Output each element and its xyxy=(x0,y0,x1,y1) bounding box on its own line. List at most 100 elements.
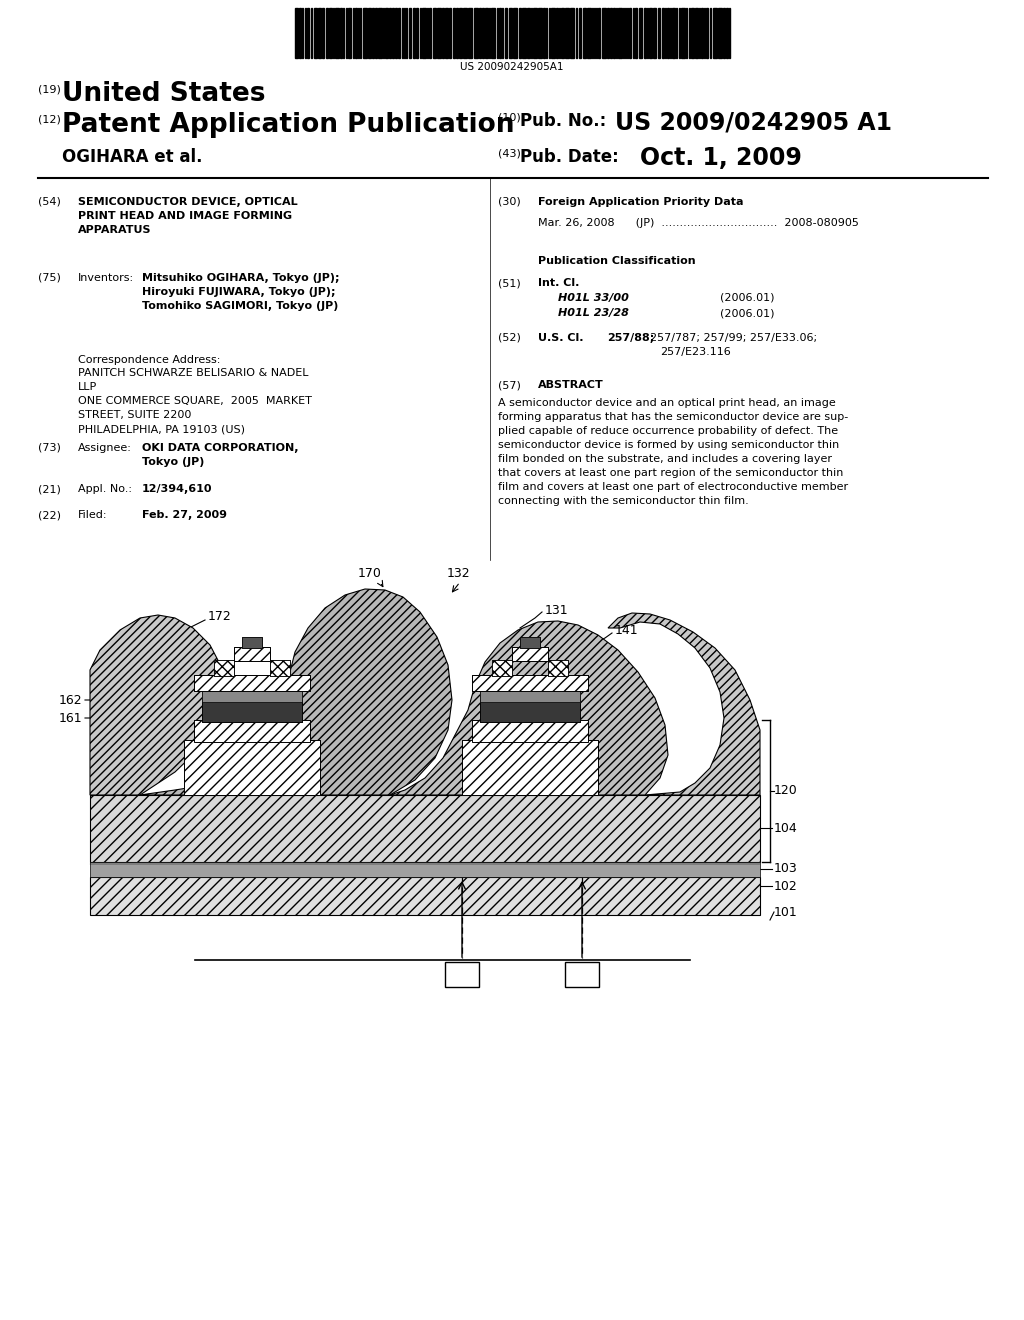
Bar xyxy=(270,660,290,676)
Bar xyxy=(543,8,545,58)
Bar xyxy=(314,8,317,58)
Bar xyxy=(335,8,339,58)
Bar xyxy=(520,638,540,648)
Bar xyxy=(538,8,542,58)
Bar xyxy=(234,647,270,661)
Text: 102: 102 xyxy=(774,879,798,892)
Text: 131: 131 xyxy=(545,603,568,616)
Bar xyxy=(570,8,574,58)
Bar xyxy=(658,8,660,58)
Bar xyxy=(512,647,548,661)
Bar xyxy=(579,8,581,58)
Bar xyxy=(429,8,431,58)
Bar xyxy=(512,647,548,661)
Bar xyxy=(565,8,569,58)
Text: Assignee:: Assignee: xyxy=(78,444,132,453)
Text: Publication Classification: Publication Classification xyxy=(538,256,695,267)
Bar xyxy=(522,8,526,58)
Bar xyxy=(480,700,580,722)
Bar xyxy=(398,8,400,58)
Text: PANITCH SCHWARZE BELISARIO & NADEL
LLP
ONE COMMERCE SQUARE,  2005  MARKET
STREET: PANITCH SCHWARZE BELISARIO & NADEL LLP O… xyxy=(78,368,312,434)
Text: SEMICONDUCTOR DEVICE, OPTICAL
PRINT HEAD AND IMAGE FORMING
APPARATUS: SEMICONDUCTOR DEVICE, OPTICAL PRINT HEAD… xyxy=(78,197,298,235)
Bar xyxy=(422,8,426,58)
Text: OKI DATA CORPORATION,
Tokyo (JP): OKI DATA CORPORATION, Tokyo (JP) xyxy=(142,444,299,467)
Bar xyxy=(662,8,664,58)
Text: (2006.01): (2006.01) xyxy=(720,293,774,304)
Bar xyxy=(375,8,377,58)
Bar xyxy=(472,719,588,742)
Bar xyxy=(295,8,298,58)
Bar xyxy=(480,700,580,722)
Bar xyxy=(472,719,588,742)
Text: Foreign Application Priority Data: Foreign Application Priority Data xyxy=(538,197,743,207)
Text: (19): (19) xyxy=(38,84,60,94)
Bar xyxy=(389,8,391,58)
Bar xyxy=(453,8,455,58)
Bar xyxy=(635,8,637,58)
Bar xyxy=(548,660,568,676)
Bar xyxy=(718,8,722,58)
Bar xyxy=(234,647,270,661)
Bar xyxy=(202,690,302,702)
Text: US 2009/0242905 A1: US 2009/0242905 A1 xyxy=(615,110,892,135)
Text: 170: 170 xyxy=(358,568,382,579)
Bar xyxy=(706,8,708,58)
Text: (51): (51) xyxy=(498,279,521,288)
Bar xyxy=(527,8,530,58)
Text: 172: 172 xyxy=(208,610,231,623)
Bar xyxy=(695,8,698,58)
Text: 257/787; 257/99; 257/E33.06;: 257/787; 257/99; 257/E33.06; xyxy=(650,333,817,343)
Bar xyxy=(479,8,481,58)
Bar xyxy=(723,8,725,58)
Bar xyxy=(499,8,501,58)
Bar xyxy=(184,741,319,795)
Bar xyxy=(726,8,728,58)
Bar xyxy=(480,690,580,702)
Text: (30): (30) xyxy=(498,197,521,207)
Bar xyxy=(413,8,415,58)
Bar xyxy=(456,8,458,58)
Bar xyxy=(713,8,717,58)
Bar xyxy=(329,8,332,58)
Text: 12/394,610: 12/394,610 xyxy=(142,484,213,494)
Bar xyxy=(270,660,290,676)
Text: Mitsuhiko OGIHARA, Tokyo (JP);
Hiroyuki FUJIWARA, Tokyo (JP);
Tomohiko SAGIMORI,: Mitsuhiko OGIHARA, Tokyo (JP); Hiroyuki … xyxy=(142,273,340,312)
Bar xyxy=(644,8,646,58)
Bar xyxy=(214,660,234,676)
Bar xyxy=(372,8,374,58)
Text: Mar. 26, 2008      (JP)  ................................  2008-080905: Mar. 26, 2008 (JP) .....................… xyxy=(538,218,859,228)
Text: United States: United States xyxy=(62,81,265,107)
Bar xyxy=(202,700,302,722)
Bar xyxy=(184,741,319,795)
Bar xyxy=(194,675,310,690)
Bar xyxy=(355,8,357,58)
Text: 257/E23.116: 257/E23.116 xyxy=(660,347,731,356)
Bar xyxy=(534,8,537,58)
Bar xyxy=(462,741,598,795)
Text: 162: 162 xyxy=(58,693,82,706)
Bar xyxy=(378,8,382,58)
Text: OGIHARA et al.: OGIHARA et al. xyxy=(62,148,203,166)
Text: Pub. No.:: Pub. No.: xyxy=(520,112,606,129)
Text: 141: 141 xyxy=(615,623,639,636)
Text: 1: 1 xyxy=(458,968,466,981)
Bar xyxy=(194,675,310,690)
Bar xyxy=(326,8,328,58)
Polygon shape xyxy=(608,612,760,795)
Text: (2006.01): (2006.01) xyxy=(720,308,774,318)
Bar xyxy=(340,8,342,58)
Bar xyxy=(307,8,309,58)
Text: (22): (22) xyxy=(38,510,61,520)
Bar xyxy=(613,8,615,58)
Bar xyxy=(437,8,441,58)
Text: U.S. Cl.: U.S. Cl. xyxy=(538,333,584,343)
Text: Pub. Date:: Pub. Date: xyxy=(520,148,618,166)
Text: H01L 23/28: H01L 23/28 xyxy=(558,308,629,318)
Bar xyxy=(433,8,436,58)
Polygon shape xyxy=(390,620,668,795)
Bar xyxy=(519,8,521,58)
Text: (21): (21) xyxy=(38,484,60,494)
Bar xyxy=(449,8,451,58)
Bar xyxy=(653,8,656,58)
Bar xyxy=(368,8,371,58)
